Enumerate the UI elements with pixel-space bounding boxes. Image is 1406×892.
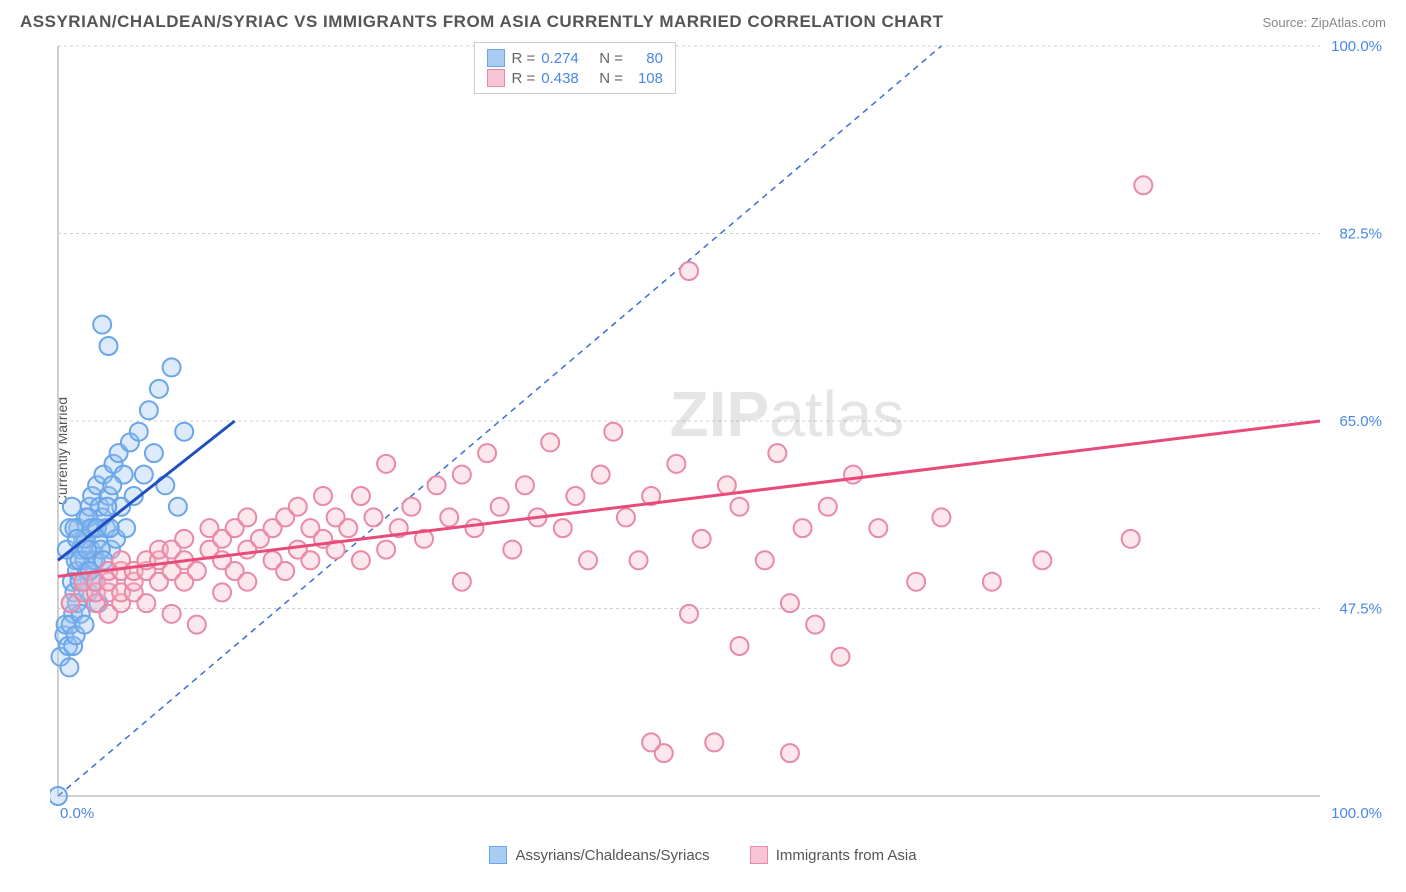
chart-area: Currently Married 47.5%65.0%82.5%100.0%Z… — [0, 36, 1406, 866]
stats-row: R = 0.274 N = 80 — [487, 48, 663, 68]
svg-text:100.0%: 100.0% — [1331, 805, 1382, 822]
stat-r-value: 0.438 — [541, 70, 593, 87]
stats-legend-box: R = 0.274 N = 80 R = 0.438 N = 108 — [474, 42, 676, 94]
series-swatch — [487, 49, 505, 67]
series-legend: Assyrians/Chaldeans/Syriacs Immigrants fr… — [0, 846, 1406, 864]
stat-r-value: 0.274 — [541, 50, 593, 67]
stat-n-label: N = — [599, 70, 623, 87]
legend-label: Immigrants from Asia — [776, 847, 917, 864]
svg-text:100.0%: 100.0% — [1331, 38, 1382, 55]
series-swatch — [489, 846, 507, 864]
svg-text:82.5%: 82.5% — [1339, 226, 1382, 243]
series-swatch — [750, 846, 768, 864]
scatter-plot: 47.5% 65.0% 82.5% 100.0% ZIPatlas 0.0% 100.0% — [50, 36, 1390, 836]
stat-n-value: 108 — [629, 70, 663, 87]
stats-row: R = 0.438 N = 108 — [487, 68, 663, 88]
legend-label: Assyrians/Chaldeans/Syriacs — [515, 847, 709, 864]
source-label: Source: ZipAtlas.com — [1262, 15, 1386, 30]
legend-item: Assyrians/Chaldeans/Syriacs — [489, 846, 709, 864]
series-swatch — [487, 69, 505, 87]
stat-r-label: R = — [511, 70, 535, 87]
svg-text:65.0%: 65.0% — [1339, 413, 1382, 430]
title-bar: ASSYRIAN/CHALDEAN/SYRIAC VS IMMIGRANTS F… — [0, 0, 1406, 36]
stat-r-label: R = — [511, 50, 535, 67]
legend-item: Immigrants from Asia — [750, 846, 917, 864]
chart-title: ASSYRIAN/CHALDEAN/SYRIAC VS IMMIGRANTS F… — [20, 12, 944, 32]
stat-n-label: N = — [599, 50, 623, 67]
svg-text:ZIPatlas: ZIPatlas — [670, 378, 905, 450]
stat-n-value: 80 — [629, 50, 663, 67]
svg-text:47.5%: 47.5% — [1339, 601, 1382, 618]
svg-text:0.0%: 0.0% — [60, 805, 94, 822]
